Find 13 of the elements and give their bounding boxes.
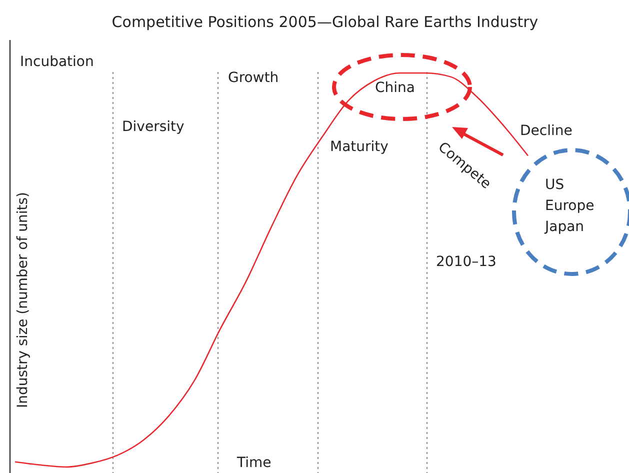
annotation: Decline — [520, 123, 572, 139]
text: Japan — [544, 219, 584, 235]
annotation: Maturity — [330, 139, 388, 155]
x-axis-title: Time — [236, 455, 272, 471]
y-axis-title: Industry size (number of units) — [15, 192, 31, 408]
annotation: China — [375, 80, 415, 96]
text: Incubation — [20, 54, 94, 70]
chart-title: Competitive Positions 2005—Global Rare Earths Industry — [112, 13, 538, 31]
annotation: 2010–13 — [436, 254, 496, 270]
annotation: Diversity — [122, 119, 184, 135]
text: Europe — [545, 198, 594, 214]
annotation: Growth — [228, 70, 279, 86]
text: US — [545, 177, 564, 193]
